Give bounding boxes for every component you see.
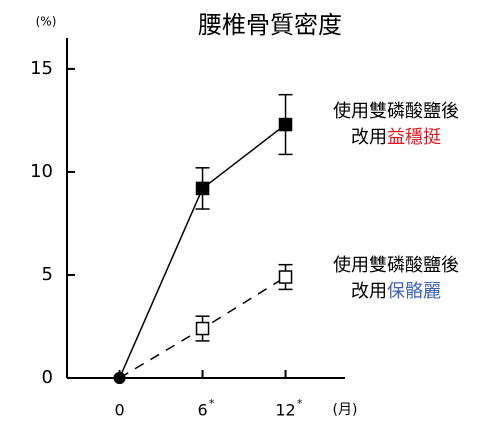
x-tick-label: 0 [114, 401, 124, 420]
x-tick-label: 12 [275, 401, 295, 420]
x-tick-superscript: * [209, 397, 215, 410]
legend-prefix: 改用 [351, 127, 387, 148]
y-unit: (%) [36, 15, 57, 29]
x-tick-superscript: * [297, 397, 303, 410]
y-tick-label: 5 [42, 264, 53, 285]
legend-line: 改用保骼麗 [351, 281, 441, 302]
legend-name: 保骼麗 [387, 281, 441, 302]
x-tick-label: 6 [197, 401, 207, 420]
y-tick-label: 15 [30, 58, 53, 79]
legend-prefix: 改用 [351, 281, 387, 302]
y-tick-label: 10 [30, 161, 53, 182]
legend-name: 益穩挺 [387, 127, 441, 148]
chart-title: 腰椎骨質密度 [198, 11, 342, 39]
legend-line: 使用雙磷酸鹽後 [333, 255, 459, 276]
point [113, 372, 126, 384]
legend-line: 使用雙磷酸鹽後 [333, 101, 459, 122]
y-tick-label: 0 [42, 367, 53, 388]
x-unit: (月) [333, 402, 358, 418]
point [195, 181, 210, 196]
legend-line: 改用益穩挺 [351, 127, 441, 148]
point [278, 117, 293, 132]
point [195, 321, 210, 336]
point [278, 270, 293, 284]
